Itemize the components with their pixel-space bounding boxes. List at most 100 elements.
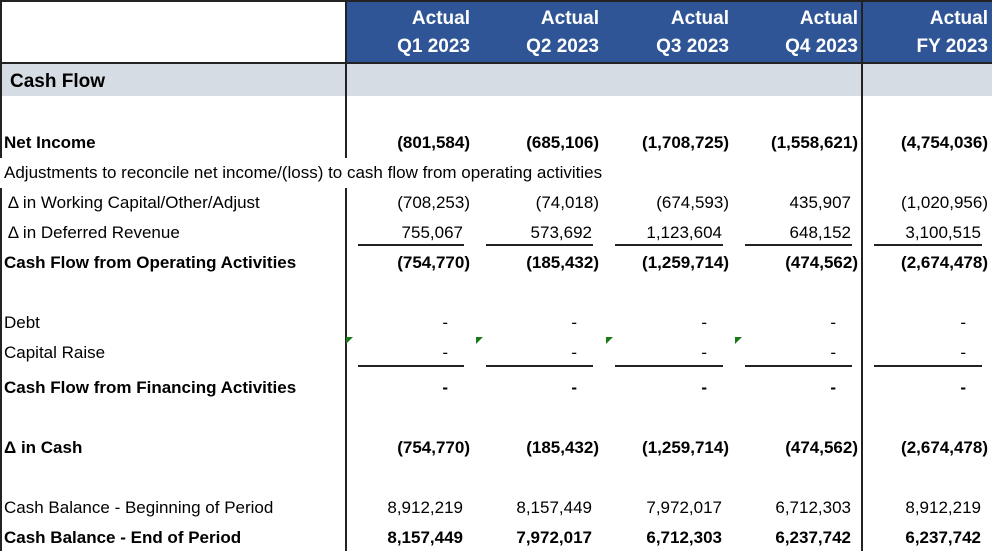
value-cell[interactable]: 7,972,017 xyxy=(516,528,592,547)
table-row: Adjustments to reconcile net income/(los… xyxy=(0,158,770,188)
value-cell[interactable]: 3,100,515 xyxy=(905,223,981,242)
value-cell[interactable]: (74,018) xyxy=(535,193,599,212)
value-cell[interactable]: 8,157,449 xyxy=(387,528,463,547)
value-cell[interactable]: (1,558,621) xyxy=(771,133,858,152)
header-line1: Actual xyxy=(540,8,599,29)
value-cell[interactable]: (1,259,714) xyxy=(642,253,729,272)
value-cell[interactable]: 755,067 xyxy=(401,223,463,242)
value-cell[interactable]: - xyxy=(701,313,707,332)
value-cell[interactable]: (801,584) xyxy=(397,133,470,152)
table-row: Δ in Working Capital/Other/Adjust (708,25… xyxy=(0,188,992,218)
underline xyxy=(745,365,852,367)
section-band xyxy=(0,64,992,96)
header-cell: Actual Q2 2023 xyxy=(474,0,603,63)
header-line2: Q3 2023 xyxy=(656,36,729,57)
row-label: Adjustments to reconcile net income/(los… xyxy=(4,163,603,182)
value-cell[interactable]: 6,237,742 xyxy=(905,528,981,547)
header-line2: Q4 2023 xyxy=(785,36,858,57)
value-cell[interactable]: - xyxy=(960,313,966,332)
row-label: Δ in Deferred Revenue xyxy=(4,223,180,242)
value-cell[interactable]: 8,912,219 xyxy=(387,498,463,517)
comment-indicator-icon xyxy=(476,337,483,344)
header-cell: Actual Q1 2023 xyxy=(346,0,474,63)
value-cell[interactable]: 573,692 xyxy=(530,223,592,242)
header-cell: Actual Q4 2023 xyxy=(733,0,862,63)
row-label: Cash Balance - End of Period xyxy=(4,528,242,547)
underline xyxy=(358,365,464,367)
value-cell[interactable]: (754,770) xyxy=(397,253,470,272)
underline xyxy=(745,244,852,246)
row-label: Cash Flow from Financing Activities xyxy=(4,378,297,397)
underline xyxy=(486,244,593,246)
value-cell[interactable]: (474,562) xyxy=(785,438,858,457)
header-line2: Q2 2023 xyxy=(526,36,599,57)
underline xyxy=(874,365,982,367)
value-cell[interactable]: 1,123,604 xyxy=(646,223,722,242)
table-row: Cash Balance - Beginning of Period 8,912,… xyxy=(0,493,992,523)
row-label: Cash Flow from Operating Activities xyxy=(4,253,297,272)
row-label: Capital Raise xyxy=(4,343,106,362)
value-cell[interactable]: - xyxy=(830,343,836,362)
value-cell[interactable]: - xyxy=(571,343,577,362)
table-row: Debt - - - - - xyxy=(0,308,992,338)
value-cell[interactable]: (1,708,725) xyxy=(642,133,729,152)
table-row: Cash Flow from Financing Activities - - - - - xyxy=(0,373,992,403)
value-cell[interactable]: 7,972,017 xyxy=(646,498,722,517)
row-label: Δ in Working Capital/Other/Adjust xyxy=(4,193,260,212)
value-cell[interactable]: 6,712,303 xyxy=(646,528,722,547)
value-cell[interactable]: - xyxy=(571,378,577,397)
comment-indicator-icon xyxy=(346,337,353,344)
column-divider xyxy=(861,0,863,551)
table-row: Δ in Deferred Revenue 755,067 573,692 1,123… xyxy=(0,218,992,248)
value-cell[interactable]: 8,157,449 xyxy=(516,498,592,517)
value-cell[interactable]: (4,754,036) xyxy=(901,133,988,152)
value-cell[interactable]: (1,259,714) xyxy=(642,438,729,457)
value-cell[interactable]: - xyxy=(442,378,448,397)
table-row: Capital Raise - - - - - xyxy=(0,338,992,368)
underline xyxy=(615,244,723,246)
value-cell[interactable]: (2,674,478) xyxy=(901,438,988,457)
header-divider xyxy=(0,62,992,64)
header-line2: FY 2023 xyxy=(916,36,988,57)
row-label: Δ in Cash xyxy=(4,438,83,457)
underline xyxy=(615,365,723,367)
value-cell[interactable]: (685,106) xyxy=(526,133,599,152)
value-cell[interactable]: (474,562) xyxy=(785,253,858,272)
table-row: Δ in Cash (754,770) (185,432) (1,259,714) (4… xyxy=(0,433,992,463)
row-label: Cash Balance - Beginning of Period xyxy=(4,498,274,517)
header-line1: Actual xyxy=(670,8,729,29)
value-cell[interactable]: (185,432) xyxy=(526,253,599,272)
header-line1: Actual xyxy=(929,8,988,29)
value-cell[interactable]: - xyxy=(701,343,707,362)
comment-indicator-icon xyxy=(606,337,613,344)
comment-indicator-icon xyxy=(735,337,742,344)
value-cell[interactable]: - xyxy=(830,378,836,397)
value-cell[interactable]: (754,770) xyxy=(397,438,470,457)
value-cell[interactable]: (674,593) xyxy=(656,193,729,212)
value-cell[interactable]: 6,712,303 xyxy=(775,498,851,517)
table-row: Cash Flow from Operating Activities (754,… xyxy=(0,248,992,278)
value-cell[interactable]: 6,237,742 xyxy=(775,528,851,547)
header-cell: Actual Q3 2023 xyxy=(603,0,733,63)
value-cell[interactable]: (1,020,956) xyxy=(901,193,988,212)
header-line1: Actual xyxy=(799,8,858,29)
value-cell[interactable]: (708,253) xyxy=(397,193,470,212)
value-cell[interactable]: - xyxy=(442,313,448,332)
value-cell[interactable]: (2,674,478) xyxy=(901,253,988,272)
value-cell[interactable]: - xyxy=(701,378,707,397)
value-cell[interactable]: (185,432) xyxy=(526,438,599,457)
value-cell[interactable]: 435,907 xyxy=(789,193,851,212)
underline xyxy=(358,244,464,246)
value-cell[interactable]: 8,912,219 xyxy=(905,498,981,517)
value-cell[interactable]: - xyxy=(571,313,577,332)
underline xyxy=(486,365,593,367)
value-cell[interactable]: 648,152 xyxy=(789,223,851,242)
value-cell[interactable]: - xyxy=(442,343,448,362)
header-line2: Q1 2023 xyxy=(397,36,470,57)
value-cell[interactable]: - xyxy=(830,313,836,332)
table-row: Net Income (801,584) (685,106) (1,708,725) (… xyxy=(0,128,992,158)
value-cell[interactable]: - xyxy=(960,343,966,362)
value-cell[interactable]: - xyxy=(960,378,966,397)
row-label: Net Income xyxy=(4,133,96,152)
